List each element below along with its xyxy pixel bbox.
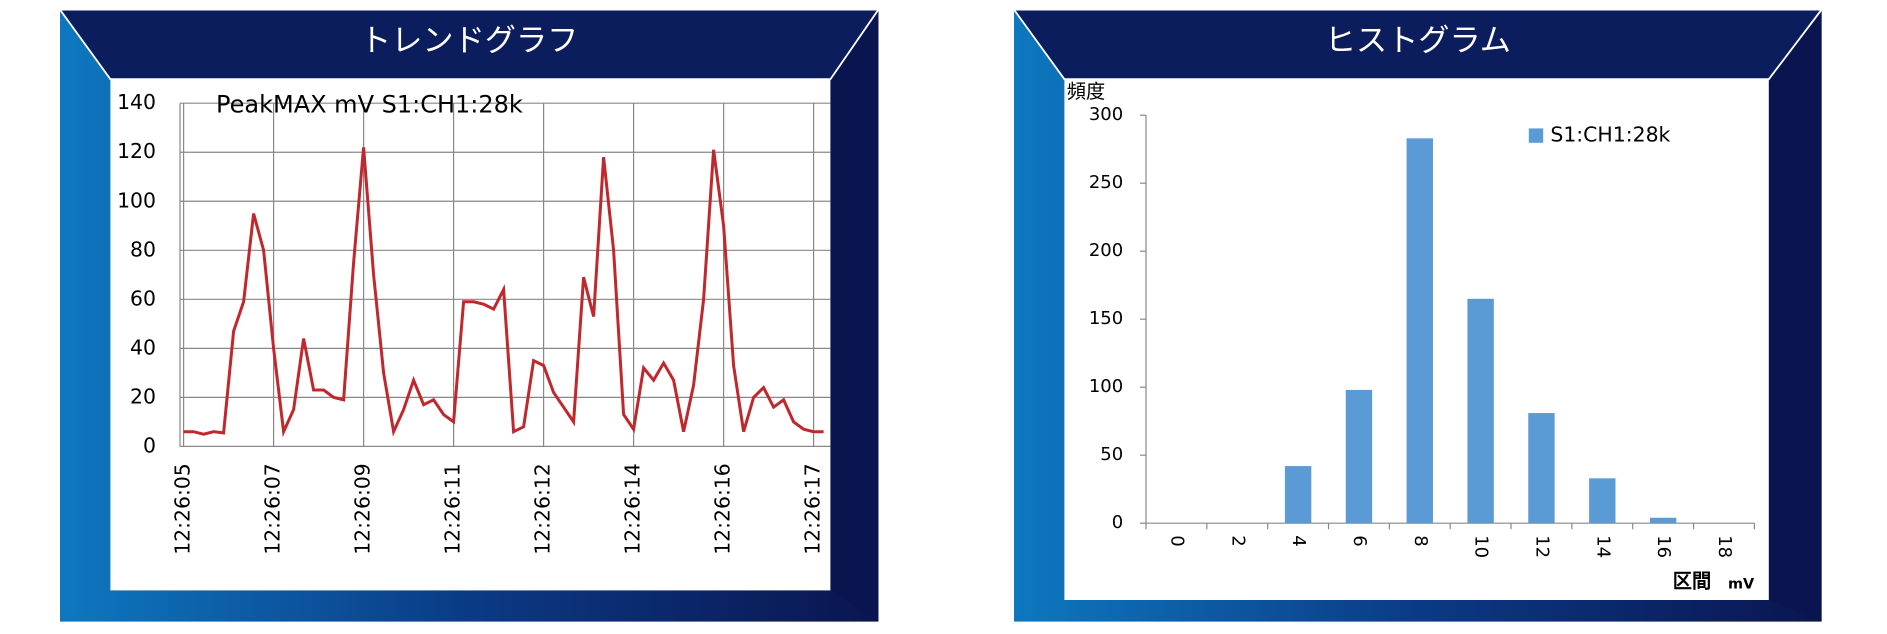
x-tick-label: 14 (1592, 535, 1613, 558)
legend-label: PeakMAX mV S1:CH1:28k (216, 91, 523, 119)
plot-panel (110, 79, 831, 591)
x-tick-label: 4 (1288, 535, 1309, 546)
x-tick-label: 0 (1166, 535, 1187, 546)
y-tick-label: 120 (117, 139, 156, 163)
y-axis-label: 頻度 (1067, 80, 1105, 103)
x-tick-label: 12:26:05 (171, 463, 195, 555)
panel-right-bevel (1768, 9, 1822, 622)
y-tick-label: 300 (1089, 104, 1123, 125)
legend-swatch (1528, 128, 1544, 143)
y-tick-label: 140 (117, 90, 156, 114)
y-tick-label: 80 (130, 237, 156, 261)
panel-right-bevel (830, 9, 879, 622)
x-tick-label: 12:26:12 (531, 463, 555, 555)
bar (1284, 466, 1312, 524)
x-tick-label: 12 (1531, 535, 1552, 558)
y-tick-label: 40 (130, 335, 156, 359)
y-tick-label: 250 (1089, 172, 1123, 193)
y-tick-label: 0 (143, 433, 156, 457)
x-tick-label: 12:26:07 (261, 463, 285, 555)
trend-line (183, 147, 824, 438)
y-tick-label: 100 (117, 188, 156, 212)
legend-label: S1:CH1:28k (1550, 123, 1670, 147)
bar (1467, 298, 1494, 524)
x-tick-label: 6 (1349, 535, 1370, 546)
y-tick-label: 0 (1112, 512, 1123, 533)
x-tick-label: 12:26:09 (351, 463, 375, 555)
y-tick-label: 50 (1100, 444, 1123, 465)
x-tick-label: 18 (1714, 535, 1735, 558)
x-tick-label: 16 (1653, 535, 1674, 558)
y-tick-label: 200 (1089, 240, 1123, 261)
bar (1649, 517, 1677, 524)
panel-title: ヒストグラム (1325, 23, 1511, 59)
bar (1528, 413, 1555, 524)
x-tick-label: 12:26:16 (711, 463, 735, 555)
x-tick-label: 12:26:14 (621, 463, 645, 555)
bar (1406, 138, 1433, 524)
y-tick-label: 20 (130, 384, 156, 408)
x-tick-label: 10 (1471, 535, 1492, 558)
x-axis-label: 区間 (1673, 570, 1711, 593)
x-tick-label: 12:26:11 (441, 463, 465, 555)
y-tick-label: 150 (1089, 308, 1123, 329)
bar (1345, 389, 1373, 524)
x-tick-label: 2 (1227, 535, 1248, 546)
x-tick-label: 8 (1410, 535, 1431, 546)
panel-title: トレンドグラフ (360, 23, 578, 59)
bar (1589, 478, 1616, 524)
y-tick-label: 100 (1089, 376, 1123, 397)
x-axis-unit: mV (1728, 576, 1755, 592)
x-tick-label: 12:26:17 (801, 463, 825, 555)
y-tick-label: 60 (130, 286, 156, 310)
